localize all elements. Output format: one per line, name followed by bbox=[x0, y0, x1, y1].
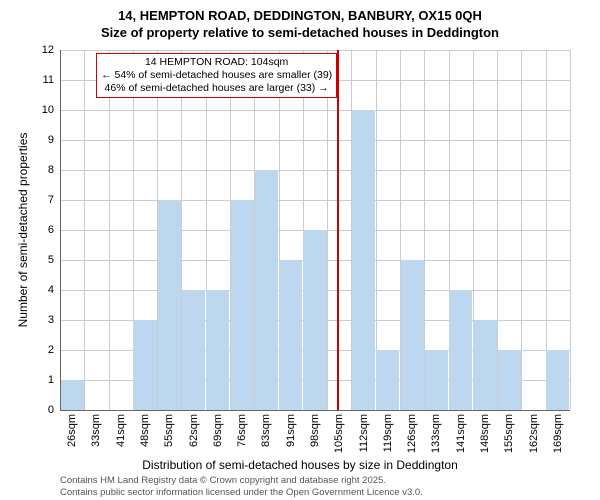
bar bbox=[158, 200, 181, 410]
x-tick-label: 105sqm bbox=[333, 414, 345, 453]
gridline-v bbox=[109, 50, 110, 410]
gridline-v bbox=[521, 50, 522, 410]
x-tick-label: 133sqm bbox=[430, 414, 442, 453]
bar bbox=[206, 290, 229, 410]
bar bbox=[352, 110, 375, 410]
bar bbox=[498, 350, 521, 410]
y-tick-label: 10 bbox=[42, 104, 54, 116]
y-tick-label: 3 bbox=[48, 314, 54, 326]
marker-line bbox=[337, 50, 339, 410]
x-tick-label: 41sqm bbox=[115, 414, 127, 447]
y-tick-label: 6 bbox=[48, 224, 54, 236]
gridline-h bbox=[60, 170, 570, 171]
gridline-v bbox=[327, 50, 328, 410]
gridline-v bbox=[84, 50, 85, 410]
annotation-line: ← 54% of semi-detached houses are smalle… bbox=[101, 69, 332, 82]
x-tick-label: 62sqm bbox=[188, 414, 200, 447]
chart-title: 14, HEMPTON ROAD, DEDDINGTON, BANBURY, O… bbox=[0, 0, 600, 42]
x-axis-title: Distribution of semi-detached houses by … bbox=[0, 458, 600, 472]
bar bbox=[182, 290, 205, 410]
bar bbox=[449, 290, 472, 410]
x-tick-label: 112sqm bbox=[358, 414, 370, 452]
x-tick-label: 76sqm bbox=[236, 414, 248, 447]
x-tick-label: 119sqm bbox=[382, 414, 394, 452]
gridline-h bbox=[60, 50, 570, 51]
x-tick-label: 83sqm bbox=[260, 414, 272, 447]
y-tick-label: 9 bbox=[48, 134, 54, 146]
x-tick-label: 155sqm bbox=[503, 414, 515, 453]
x-tick-label: 169sqm bbox=[552, 414, 564, 453]
gridline-h bbox=[60, 200, 570, 201]
y-axis-title: Number of semi-detached properties bbox=[16, 133, 30, 328]
x-tick-label: 148sqm bbox=[479, 414, 491, 453]
y-tick-label: 7 bbox=[48, 194, 54, 206]
x-tick-label: 26sqm bbox=[66, 414, 78, 447]
y-tick-label: 2 bbox=[48, 344, 54, 356]
x-axis-line bbox=[60, 410, 570, 411]
gridline-v bbox=[570, 50, 571, 410]
title-line-2: Size of property relative to semi-detach… bbox=[0, 25, 600, 42]
footer-line-1: Contains HM Land Registry data © Crown c… bbox=[60, 475, 423, 486]
bar bbox=[231, 200, 254, 410]
gridline-h bbox=[60, 110, 570, 111]
bar bbox=[303, 230, 326, 410]
title-line-1: 14, HEMPTON ROAD, DEDDINGTON, BANBURY, O… bbox=[0, 8, 600, 25]
bar bbox=[546, 350, 569, 410]
x-tick-label: 98sqm bbox=[309, 414, 321, 447]
annotation-line: 46% of semi-detached houses are larger (… bbox=[101, 82, 332, 95]
y-tick-label: 8 bbox=[48, 164, 54, 176]
bar bbox=[425, 350, 448, 410]
bar bbox=[473, 320, 496, 410]
x-tick-label: 55sqm bbox=[163, 414, 175, 447]
annotation-box: 14 HEMPTON ROAD: 104sqm← 54% of semi-det… bbox=[96, 53, 337, 98]
x-tick-label: 141sqm bbox=[455, 414, 467, 453]
gridline-h bbox=[60, 140, 570, 141]
plot-area: 012345678910111226sqm33sqm41sqm48sqm55sq… bbox=[60, 50, 570, 410]
y-tick-label: 4 bbox=[48, 284, 54, 296]
x-tick-label: 162sqm bbox=[528, 414, 540, 453]
x-tick-label: 48sqm bbox=[139, 414, 151, 447]
y-axis-line bbox=[60, 50, 61, 410]
y-tick-label: 5 bbox=[48, 254, 54, 266]
annotation-line: 14 HEMPTON ROAD: 104sqm bbox=[101, 56, 332, 69]
bar bbox=[255, 170, 278, 410]
y-tick-label: 1 bbox=[48, 374, 54, 386]
chart-footer: Contains HM Land Registry data © Crown c… bbox=[60, 475, 423, 498]
bar bbox=[401, 260, 424, 410]
bar bbox=[61, 380, 84, 410]
x-tick-label: 33sqm bbox=[90, 414, 102, 447]
x-tick-label: 126sqm bbox=[406, 414, 418, 453]
footer-line-2: Contains public sector information licen… bbox=[60, 487, 423, 498]
bar bbox=[279, 260, 302, 410]
y-tick-label: 0 bbox=[48, 404, 54, 416]
bar bbox=[133, 320, 156, 410]
x-tick-label: 69sqm bbox=[212, 414, 224, 447]
y-tick-label: 11 bbox=[43, 74, 54, 86]
y-tick-label: 12 bbox=[42, 44, 54, 56]
bar bbox=[376, 350, 399, 410]
x-tick-label: 91sqm bbox=[285, 414, 297, 447]
